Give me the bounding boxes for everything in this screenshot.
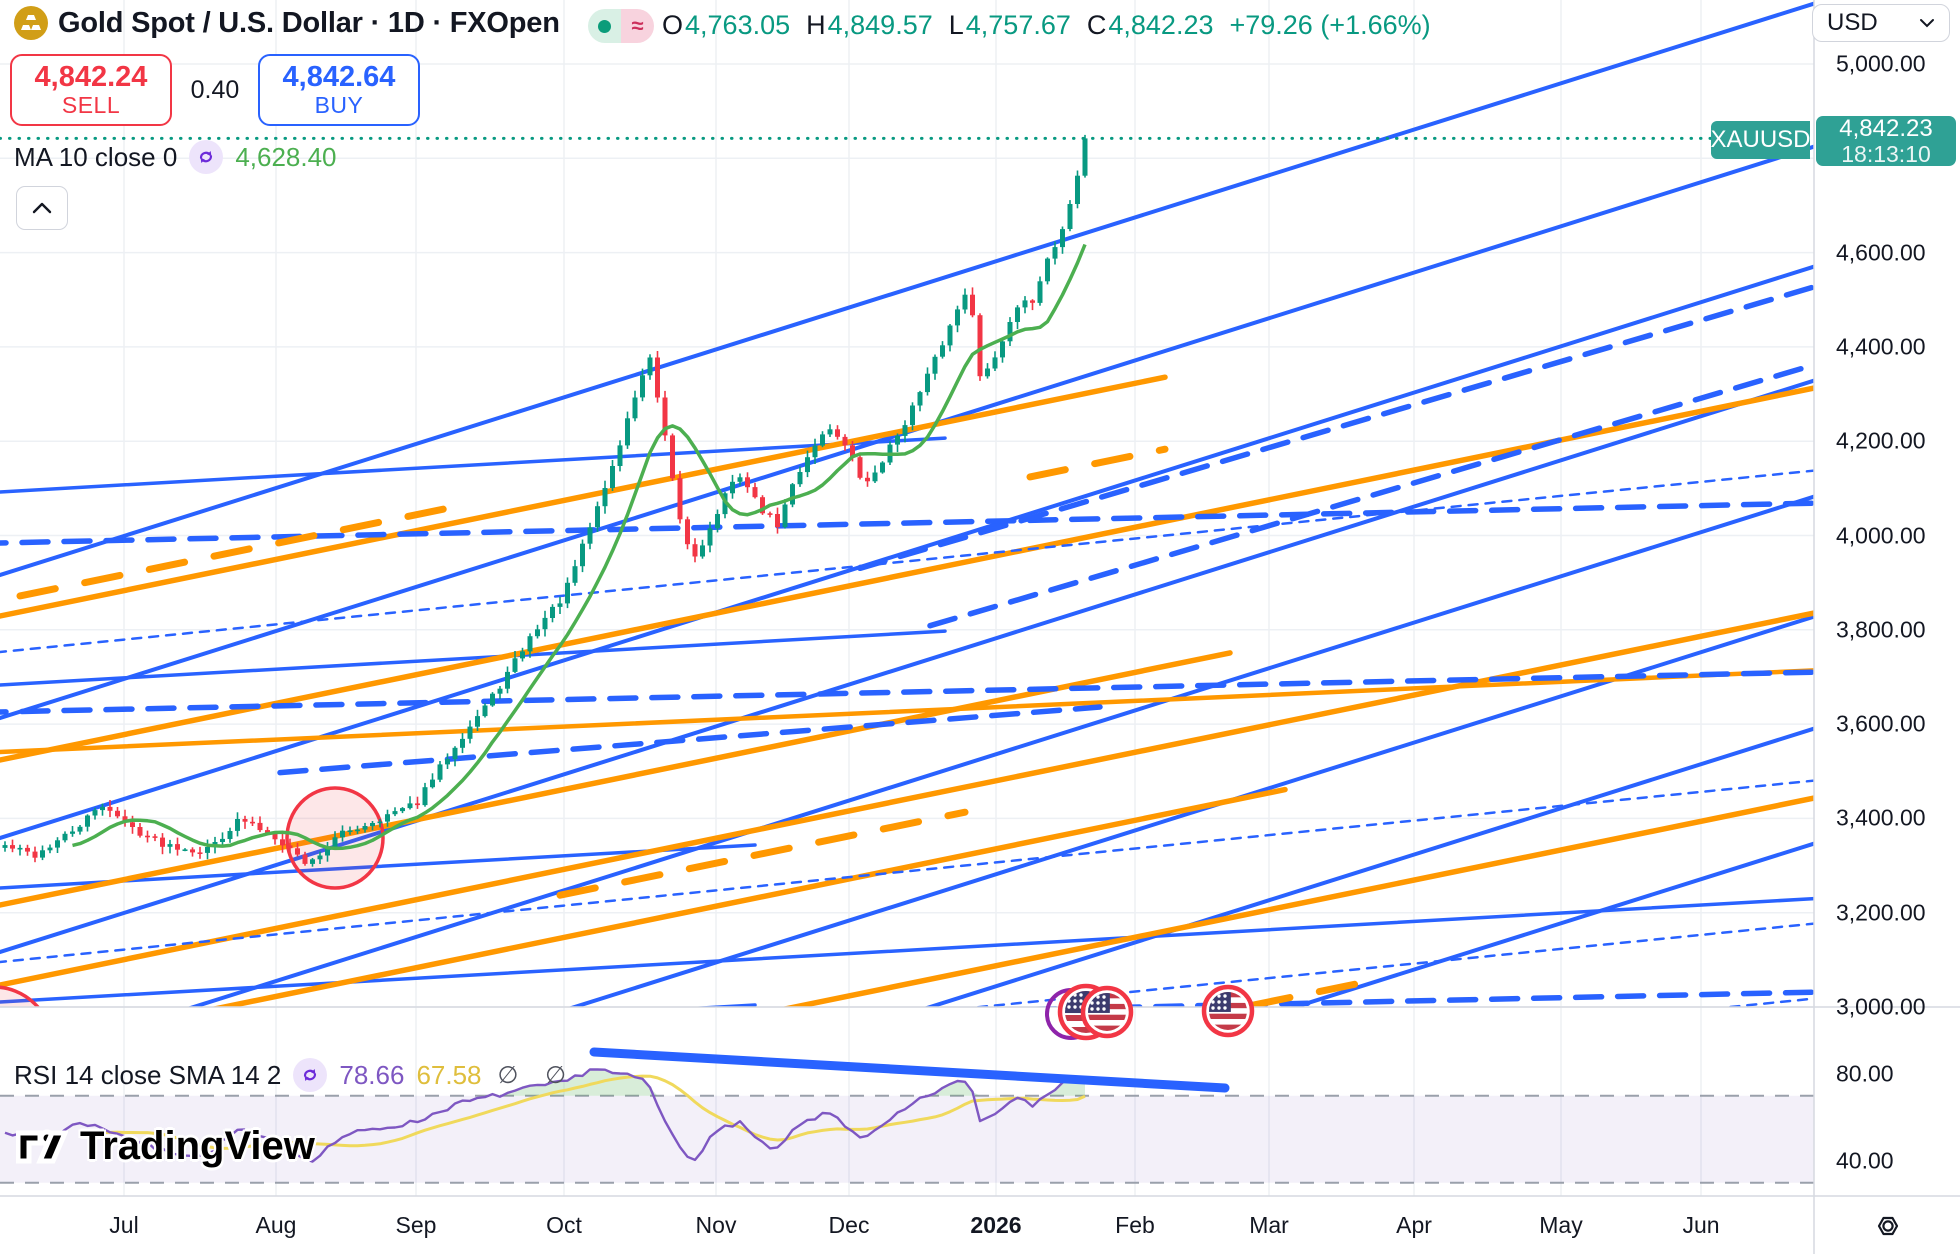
time-tick-label[interactable]: Sep [395, 1212, 437, 1238]
high-value: 4,849.57 [827, 10, 933, 40]
grid [0, 0, 1814, 1196]
ma-value: 4,628.40 [235, 141, 337, 172]
ma-indicator-legend[interactable]: MA 10 close 0 4,628.40 [14, 140, 337, 174]
time-tick-label[interactable]: May [1539, 1212, 1583, 1238]
rsi-tick-label[interactable]: 40.00 [1836, 1147, 1894, 1174]
symbol-title[interactable]: Gold Spot / U.S. Dollar · 1D · FXOpen [58, 6, 560, 39]
tradingview-wordmark: TradingView [80, 1124, 315, 1168]
candlesticks [2, 134, 1088, 867]
time-tick-label[interactable]: Mar [1249, 1212, 1289, 1238]
price-tick-label[interactable]: 3,800.00 [1836, 616, 1926, 643]
rsi-label: RSI 14 close SMA 14 2 [14, 1059, 282, 1090]
last-price: 4,842.23 [1839, 115, 1933, 143]
price-tick-label[interactable]: 3,400.00 [1836, 804, 1926, 831]
sync-icon [293, 1058, 328, 1092]
close-value: 4,842.23 [1108, 10, 1214, 40]
time-tick-label[interactable]: Aug [255, 1212, 297, 1238]
sell-button[interactable]: 4,842.24 SELL [10, 54, 172, 126]
time-tick-label[interactable]: Feb [1115, 1212, 1155, 1238]
rsi-line [4, 1068, 1086, 1163]
time-tick-label[interactable]: 2026 [970, 1212, 1022, 1238]
open-value: 4,763.05 [685, 10, 791, 40]
open-label: O [662, 10, 684, 40]
symbol-price-flag: XAUUSD [1710, 121, 1811, 159]
economic-event-flags [1045, 983, 1255, 1041]
last-price-flag: 4,842.23 18:13:10 [1816, 116, 1956, 166]
time-tick-label[interactable]: Apr [1396, 1212, 1432, 1238]
rsi-sma-value: 67.58 [416, 1059, 482, 1090]
rsi-indicator-legend[interactable]: RSI 14 close SMA 14 2 78.66 67.58 ∅ ∅ [14, 1058, 576, 1092]
price-pane [0, 1, 1814, 1007]
gold-symbol-icon [14, 6, 48, 40]
rsi-pane [0, 1047, 1814, 1184]
symbol-header: Gold Spot / U.S. Dollar · 1D · FXOpen [14, 6, 560, 40]
price-tick-label[interactable]: 3,600.00 [1836, 710, 1926, 737]
price-tick-label[interactable]: 3,000.00 [1836, 993, 1926, 1020]
price-tick-label[interactable]: 3,200.00 [1836, 899, 1926, 926]
delayed-data-icon: ≈ [621, 9, 654, 43]
bar-countdown: 18:13:10 [1841, 140, 1931, 167]
time-tick-label[interactable]: Dec [828, 1212, 870, 1238]
time-tick-label[interactable]: Jul [109, 1212, 139, 1238]
time-tick-label[interactable]: Jun [1682, 1212, 1720, 1238]
ma-label: MA 10 close 0 [14, 141, 178, 172]
time-tick-label[interactable]: Nov [695, 1212, 737, 1238]
price-tick-label[interactable]: 4,200.00 [1836, 427, 1926, 454]
rsi-tick-label[interactable]: 80.00 [1836, 1060, 1894, 1087]
tradingview-mark-icon [16, 1129, 68, 1163]
price-tick-label[interactable]: 4,400.00 [1836, 333, 1926, 360]
high-label: H [806, 10, 826, 40]
tradingview-logo[interactable]: TradingView [16, 1124, 315, 1169]
collapse-button[interactable] [16, 186, 68, 230]
sell-price: 4,842.24 [34, 60, 148, 93]
rsi-trendline [589, 1047, 1230, 1093]
price-tick-label[interactable]: 5,000.00 [1836, 50, 1926, 77]
timezone-settings-icon[interactable] [1866, 1204, 1910, 1253]
price-tick-label[interactable]: 4,600.00 [1836, 239, 1926, 266]
trade-panel: 4,842.24 SELL 0.40 4,842.64 BUY [10, 54, 420, 126]
ohlc-readout: O 4,763.05 H 4,849.57 L 4,757.67 C 4,842.23 … [662, 10, 1431, 41]
low-label: L [948, 10, 964, 40]
close-label: C [1086, 10, 1107, 40]
currency-selector[interactable]: USD [1812, 4, 1950, 42]
currency-value: USD [1827, 9, 1878, 36]
sync-icon [189, 140, 224, 174]
rsi-sma-line [102, 1074, 1086, 1150]
rsi-value: 78.66 [339, 1059, 405, 1090]
chevron-up-icon [32, 202, 52, 214]
ma10-line [72, 243, 1087, 851]
market-status-pill[interactable]: ≈ [588, 9, 654, 43]
buy-button[interactable]: 4,842.64 BUY [258, 54, 420, 126]
sell-label: SELL [61, 92, 121, 119]
spread-value: 0.40 [190, 75, 240, 104]
change-value: +79.26 (+1.66%) [1229, 10, 1431, 40]
price-tick-label[interactable]: 4,000.00 [1836, 522, 1926, 548]
chevron-down-icon [1920, 19, 1934, 28]
market-open-dot-icon [588, 9, 621, 43]
buy-label: BUY [314, 92, 364, 119]
buy-price: 4,842.64 [282, 60, 396, 93]
flag-symbol: XAUUSD [1710, 126, 1811, 153]
low-value: 4,757.67 [965, 10, 1071, 40]
time-tick-label[interactable]: Oct [546, 1212, 582, 1238]
rsi-empty-values: ∅ ∅ [497, 1061, 577, 1089]
rsi-overbought-fill [5, 1069, 1085, 1096]
